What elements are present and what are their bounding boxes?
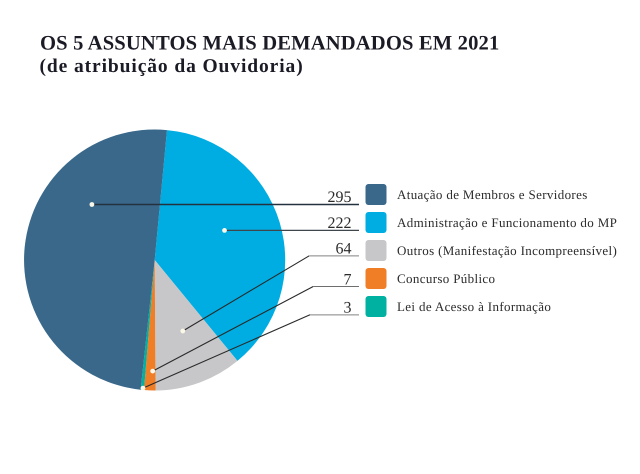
svg-text:Concurso Público: Concurso Público (397, 271, 495, 286)
svg-text:222: 222 (328, 215, 352, 232)
svg-text:64: 64 (336, 241, 352, 258)
svg-text:3: 3 (344, 300, 352, 317)
svg-text:295: 295 (328, 189, 352, 206)
svg-text:7: 7 (344, 271, 352, 288)
svg-text:Outros (Manifestação Incompree: Outros (Manifestação Incompreensível) (397, 243, 617, 258)
svg-text:(de atribuição da Ouvidoria): (de atribuição da Ouvidoria) (40, 56, 304, 77)
svg-text:Administração e Funcionamento: Administração e Funcionamento do MP (397, 215, 617, 230)
svg-text:OS 5 ASSUNTOS MAIS DEMANDADOS: OS 5 ASSUNTOS MAIS DEMANDADOS EM 2021 (40, 33, 499, 55)
svg-text:Atuação de Membros e Servidore: Atuação de Membros e Servidores (397, 187, 588, 202)
svg-text:Lei de Acesso à Informação: Lei de Acesso à Informação (397, 299, 551, 314)
